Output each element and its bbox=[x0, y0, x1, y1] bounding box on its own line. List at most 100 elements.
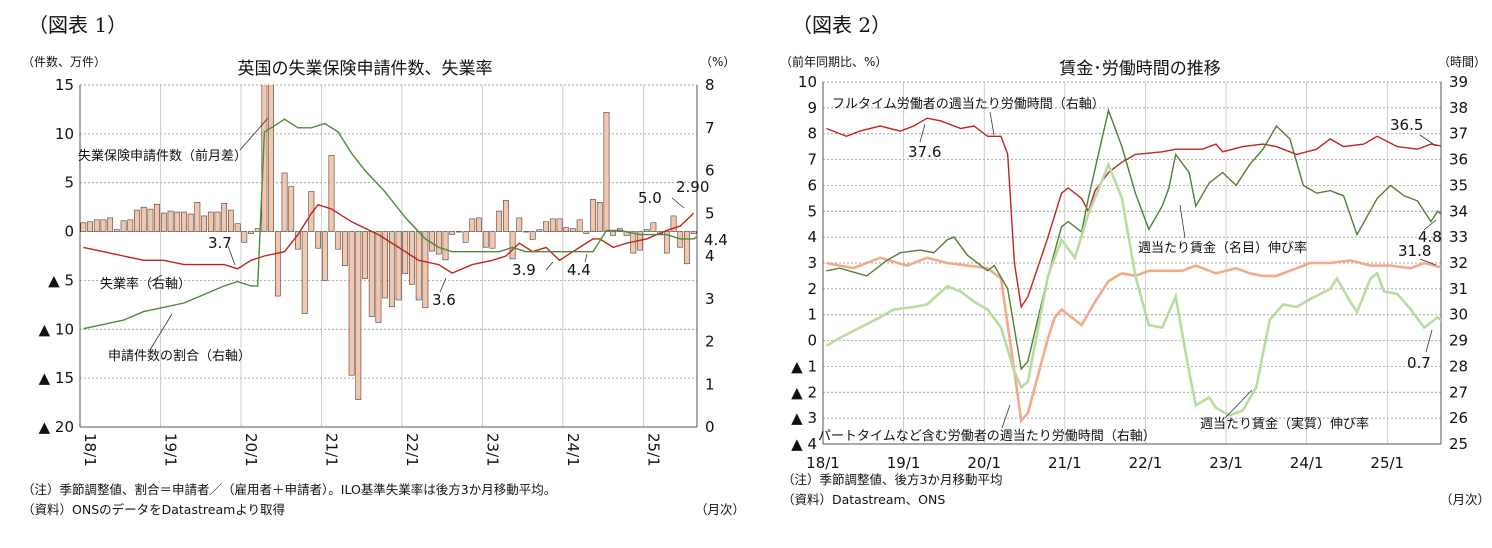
claims-bar bbox=[684, 231, 690, 265]
claims-bar bbox=[395, 231, 402, 301]
claims-bar bbox=[583, 231, 590, 234]
chart-1-value-3.7: 3.7 bbox=[208, 234, 232, 252]
chart-2-title: 賃金･労働時間の推移 bbox=[1059, 59, 1221, 79]
chart-1-value-4.4-share: 4.4 bbox=[704, 231, 728, 249]
series-line-1 bbox=[83, 203, 695, 274]
claims-bar bbox=[502, 200, 509, 232]
plot-area bbox=[825, 107, 1441, 424]
left-tick-label: ▲ 3 bbox=[791, 409, 817, 427]
left-tick-label: 15 bbox=[55, 76, 74, 94]
chart-1-title: 英国の失業保険申請件数、失業率 bbox=[238, 59, 493, 79]
claims-bar bbox=[482, 231, 489, 248]
chart-2-note: （注）季節調整値、後方3か月移動平均 bbox=[782, 472, 1002, 487]
claims-bar bbox=[549, 218, 556, 232]
claims-bar bbox=[328, 155, 335, 232]
left-tick-label: 0 bbox=[807, 332, 817, 350]
claims-bar bbox=[670, 215, 677, 232]
chart-1-value-4.4-rate: 4.4 bbox=[567, 261, 591, 279]
claims-bar bbox=[375, 231, 382, 323]
left-tick-label: 8 bbox=[807, 125, 817, 143]
claims-bar bbox=[214, 211, 221, 232]
x-tick-label: 22/1 bbox=[1129, 454, 1163, 472]
claims-bar bbox=[274, 231, 281, 297]
x-tick-label: 24/1 bbox=[1290, 454, 1324, 472]
chart-1-value-3.6: 3.6 bbox=[432, 291, 456, 309]
claims-bar bbox=[603, 112, 610, 232]
claims-bar bbox=[228, 209, 234, 232]
chart-2-source: （資料）Datastream、ONS bbox=[782, 492, 945, 507]
left-tick-label: 2 bbox=[807, 280, 817, 298]
chart-2-value-31.8: 31.8 bbox=[1398, 242, 1431, 260]
claims-bar bbox=[127, 219, 134, 232]
claims-bar bbox=[80, 222, 87, 232]
right-tick-label: 27 bbox=[1449, 383, 1468, 401]
x-tick-label: 19/1 bbox=[161, 433, 179, 467]
left-tick-label: 0 bbox=[64, 223, 74, 241]
claims-bar bbox=[663, 231, 670, 254]
right-tick-label: 4 bbox=[705, 247, 715, 265]
left-tick-label: 7 bbox=[807, 151, 817, 169]
claims-bar bbox=[335, 231, 342, 250]
claims-bar bbox=[610, 231, 617, 236]
claims-bar bbox=[435, 231, 442, 255]
right-tick-label: 6 bbox=[705, 162, 715, 180]
right-tick-label: 28 bbox=[1449, 357, 1468, 375]
x-tick-label: 18/1 bbox=[81, 433, 99, 467]
right-tick-label: 38 bbox=[1449, 99, 1468, 117]
right-tick-label: 1 bbox=[705, 375, 715, 393]
claims-bar bbox=[174, 211, 181, 232]
chart-2-parttime-label: パートタイムなど含む労働者の週当たり労働時間（右軸） bbox=[818, 428, 1156, 444]
claims-bar bbox=[234, 223, 241, 232]
claims-bar bbox=[543, 221, 549, 232]
claims-bar bbox=[342, 231, 348, 267]
claims-bar bbox=[140, 206, 147, 232]
claims-bar bbox=[147, 208, 154, 232]
claims-bar bbox=[523, 231, 529, 233]
chart-2-fulltime-label: フルタイム労働者の週当たり労働時間（右軸） bbox=[832, 97, 1105, 112]
x-tick-label: 21/1 bbox=[322, 433, 340, 467]
right-tick-label: 33 bbox=[1449, 228, 1468, 246]
series-line-2 bbox=[826, 107, 1441, 371]
claims-bar bbox=[698, 203, 703, 231]
x-tick-label: 23/1 bbox=[483, 433, 501, 467]
claims-bar bbox=[93, 219, 100, 232]
chart-2-value-37.6: 37.6 bbox=[908, 143, 941, 161]
chart-1-left-unit: （件数、万件） bbox=[22, 54, 106, 69]
claims-bar bbox=[321, 231, 328, 281]
right-tick-label: 8 bbox=[705, 76, 715, 94]
left-tick-label: 1 bbox=[807, 306, 817, 324]
chart-1-leader-lines bbox=[149, 117, 685, 351]
left-tick-label: 9 bbox=[807, 99, 817, 117]
claims-bar bbox=[114, 229, 120, 232]
series-line-3 bbox=[825, 161, 1441, 418]
left-tick-label: ▲ 10 bbox=[39, 320, 74, 338]
claims-bar bbox=[442, 231, 449, 261]
chart-2-left-unit: （前年同期比、%） bbox=[780, 54, 887, 69]
left-tick-label: 10 bbox=[798, 73, 817, 91]
claims-bar bbox=[221, 202, 228, 232]
claims-bar bbox=[120, 220, 127, 232]
claims-bar bbox=[201, 215, 207, 232]
chart-1-share-label: 申請件数の割合（右軸） bbox=[108, 348, 251, 364]
chart-2-value-0.7: 0.7 bbox=[1407, 354, 1431, 372]
claims-bar bbox=[422, 231, 429, 309]
claims-bar bbox=[167, 210, 174, 232]
right-tick-label: 35 bbox=[1449, 176, 1468, 194]
claims-bar bbox=[576, 219, 583, 232]
claims-bar bbox=[362, 231, 368, 279]
x-tick-label: 25/1 bbox=[644, 433, 662, 467]
left-tick-label: 4 bbox=[807, 228, 817, 246]
chart-2-right-unit: （時間） bbox=[1438, 55, 1486, 69]
claims-bar bbox=[301, 231, 308, 314]
claims-bar bbox=[187, 213, 194, 232]
right-tick-label: 31 bbox=[1449, 280, 1468, 298]
left-tick-label: ▲ 5 bbox=[48, 271, 74, 289]
left-tick-label: 3 bbox=[807, 254, 817, 272]
x-tick-label: 19/1 bbox=[887, 454, 921, 472]
claims-bar bbox=[596, 202, 603, 232]
claims-bar bbox=[295, 231, 301, 250]
chart-1-value-2.90: 2.90 bbox=[676, 178, 709, 196]
figure-1-label: （図表 1） bbox=[28, 13, 127, 37]
chart-1-right-unit: （%） bbox=[700, 55, 735, 69]
